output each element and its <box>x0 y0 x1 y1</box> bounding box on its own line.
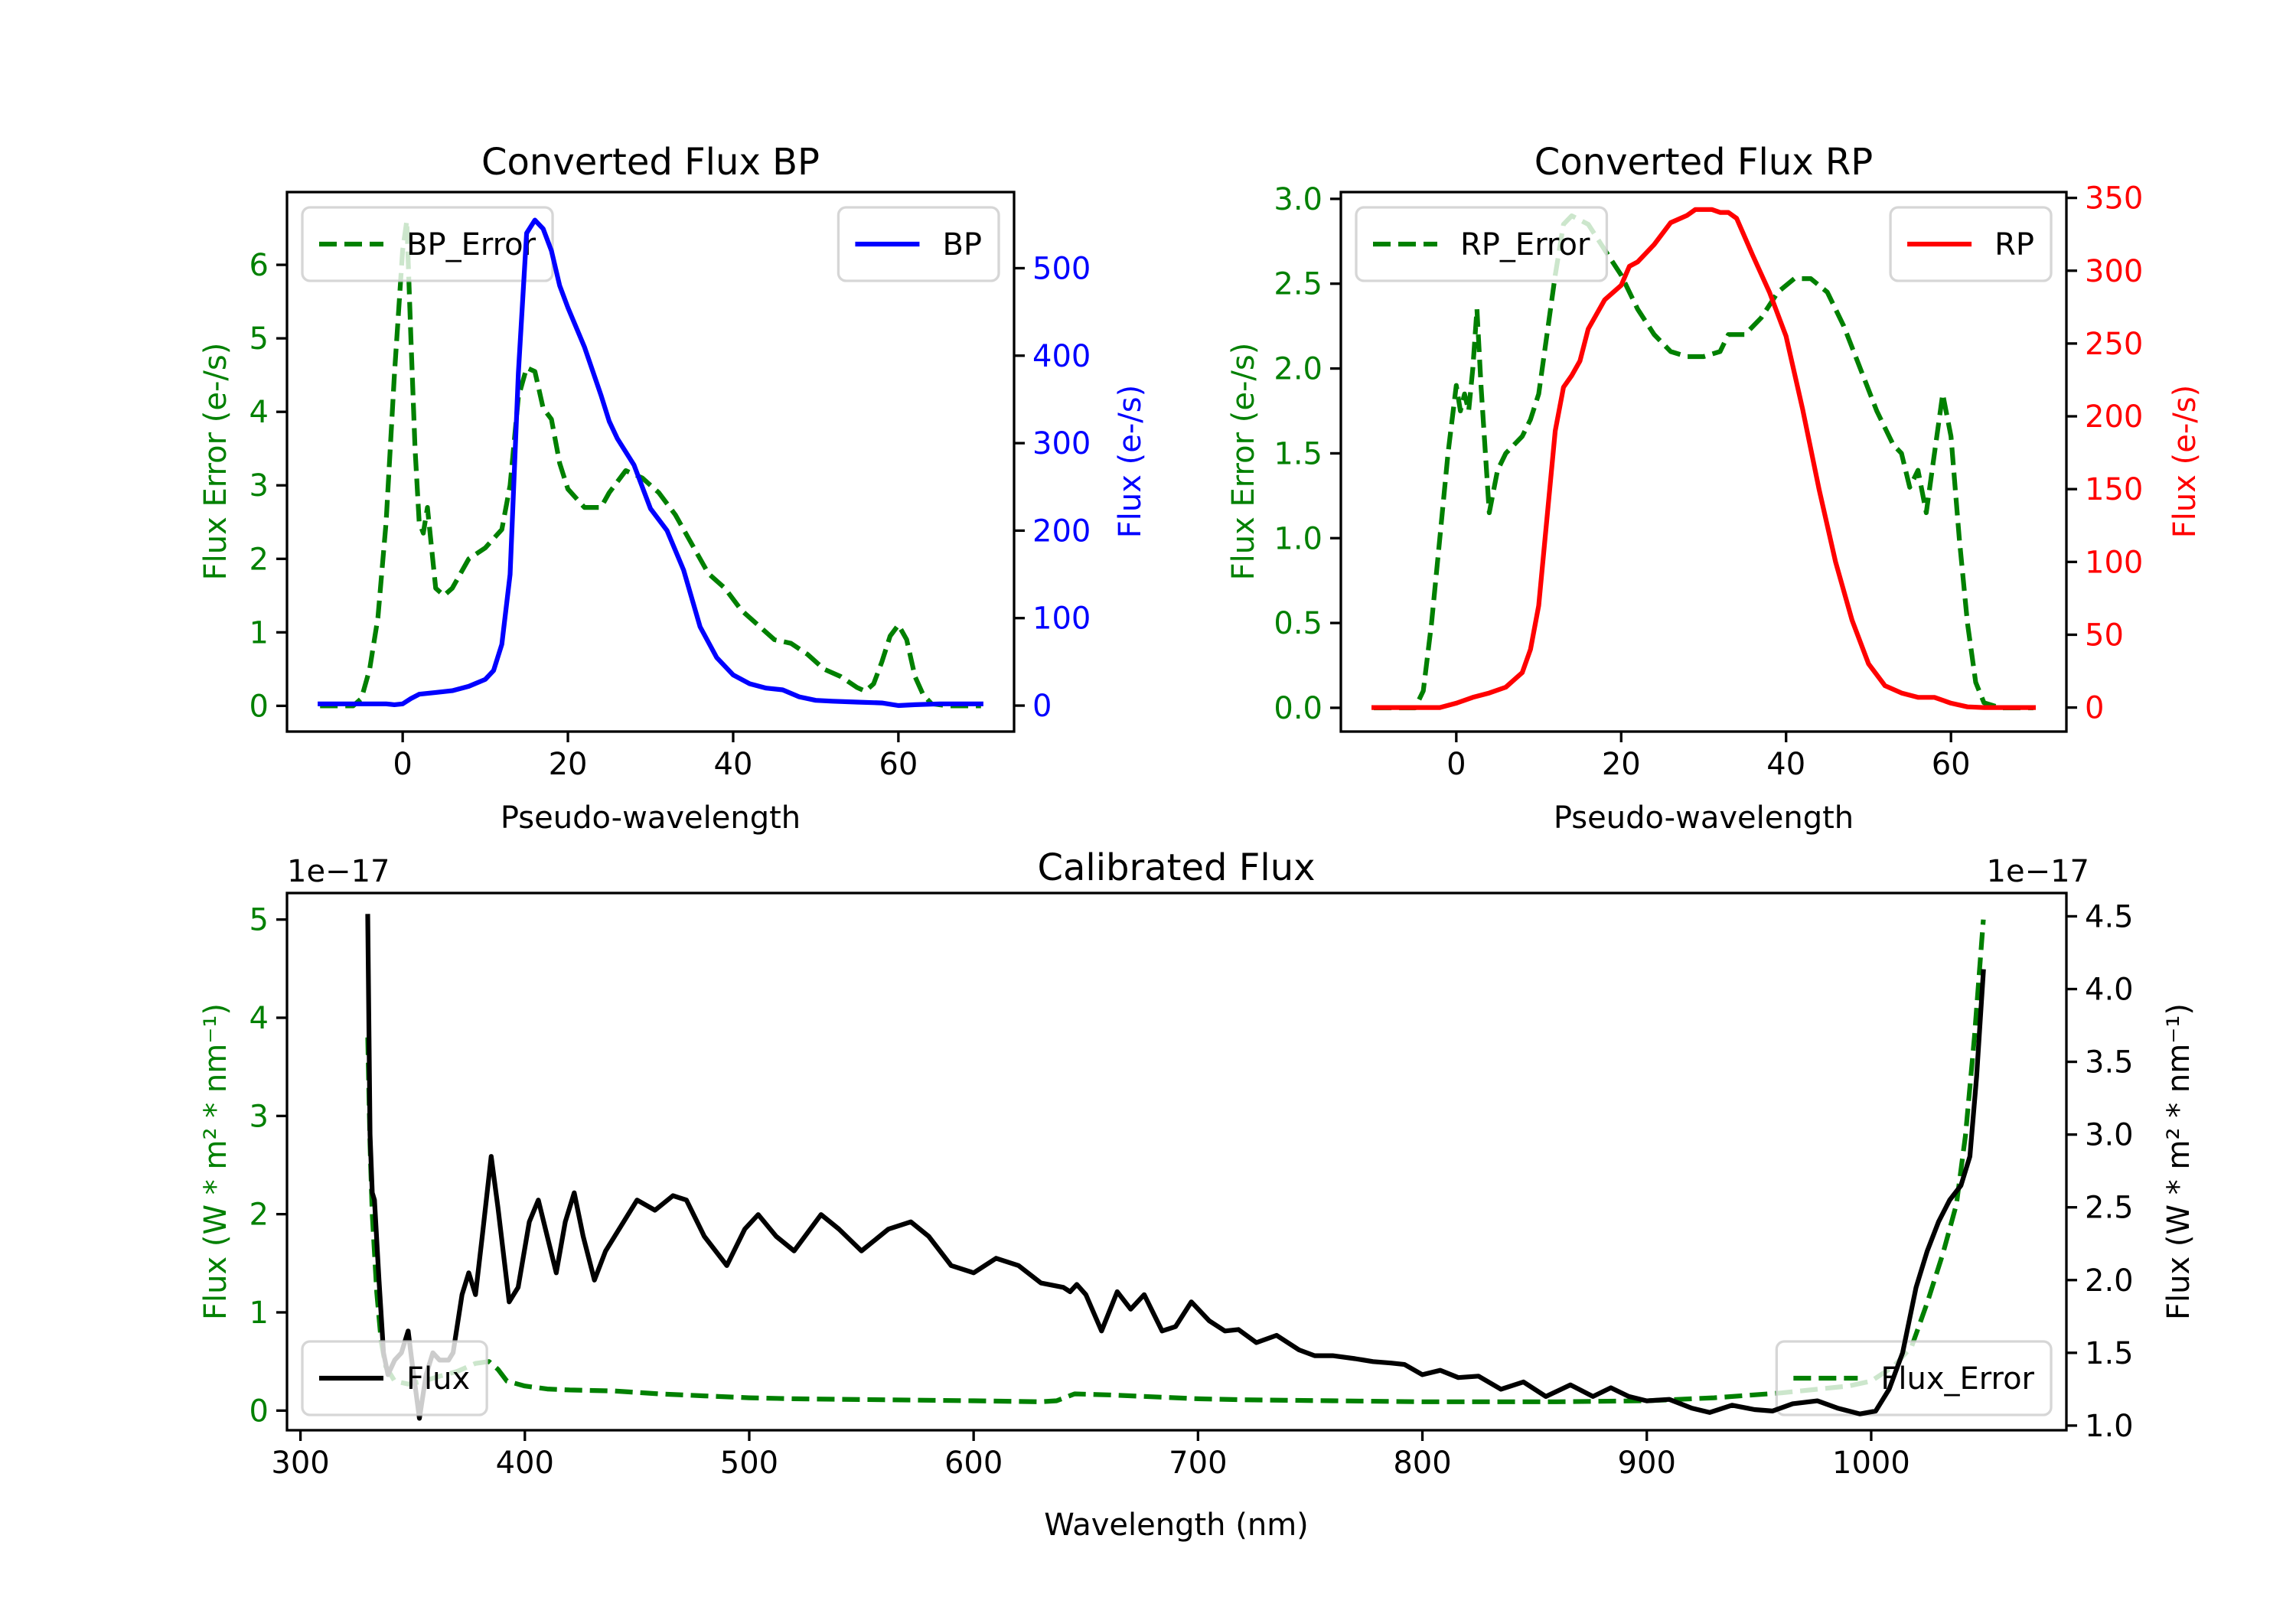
calibrated-x-axis-label: Wavelength (nm) <box>1044 1508 1309 1543</box>
rp-x-tick-label: 0 <box>1446 747 1466 782</box>
legend-label: BP_Error <box>406 227 536 262</box>
bp-x-tick-label: 60 <box>879 747 918 782</box>
calibrated-left-y-tick-label: 4 <box>249 1001 269 1036</box>
legend-label: Flux_Error <box>1880 1361 2034 1397</box>
calibrated-x-tick-label: 700 <box>1169 1446 1227 1481</box>
calibrated-chart-panel: Calibrated Flux Wavelength (nm) Flux (W … <box>198 846 2197 1543</box>
bp-x-axis-label: Pseudo-wavelength <box>501 800 801 836</box>
rp-axes-frame <box>1339 191 2068 733</box>
bp-left-y-tick-label: 0 <box>249 689 269 724</box>
rp-left-y-tick-label: 3.0 <box>1274 182 1322 217</box>
rp-right-y-tick-label: 0 <box>2085 691 2104 726</box>
bp-x-tick-label: 0 <box>393 747 412 782</box>
bp-legend-bp-error: BP_Error <box>301 206 554 282</box>
bp-left-y-tick-label: 1 <box>249 615 269 650</box>
rp-x-tick-label: 20 <box>1602 747 1641 782</box>
rp-x-tick-label: 60 <box>1932 747 1971 782</box>
legend-frame <box>1355 206 1609 282</box>
calibrated-legend-flux: Flux <box>301 1340 488 1416</box>
calibrated-left-y-tick-label: 0 <box>249 1393 269 1429</box>
bp-right-y-tick-label: 0 <box>1032 689 1052 724</box>
calibrated-right-offset-text: 1e−17 <box>1987 854 2089 889</box>
rp-left-y-tick-label: 1.5 <box>1274 436 1322 471</box>
rp-left-y-tick-label: 0.0 <box>1274 691 1322 726</box>
bp-left-y-tick-label: 5 <box>249 321 269 357</box>
bp-right-y-tick-label: 400 <box>1032 339 1091 374</box>
calibrated-left-y-tick-label: 2 <box>249 1198 269 1233</box>
calibrated-left-y-tick-label: 3 <box>249 1099 269 1134</box>
calibrated-left-y-tick-label: 1 <box>249 1296 269 1331</box>
calibrated-right-y-tick-label: 3.0 <box>2085 1118 2134 1153</box>
bp-left-y-axis-label: Flux Error (e-/s) <box>198 343 233 581</box>
rp-left-y-axis-label: Flux Error (e-/s) <box>1226 343 1261 581</box>
calibrated-right-y-tick-label: 4.5 <box>2085 899 2134 934</box>
rp-right-y-tick-label: 150 <box>2085 472 2143 507</box>
calibrated-legend-flux-error: Flux_Error <box>1775 1340 2053 1416</box>
calibrated-right-y-tick-label: 1.0 <box>2085 1409 2134 1444</box>
legend-frame <box>1775 1340 2053 1416</box>
calibrated-right-y-tick-label: 1.5 <box>2085 1336 2134 1371</box>
calibrated-x-tick-label: 1000 <box>1832 1446 1910 1481</box>
rp-right-y-axis-label: Flux (e-/s) <box>2167 385 2203 538</box>
bp-chart-panel: Converted Flux BP Pseudo-wavelength Flux… <box>198 141 1148 836</box>
calibrated-left-y-tick-label: 5 <box>249 903 269 938</box>
bp-series-bp-line <box>318 217 983 709</box>
bp-legend-bp: BP <box>837 206 1000 282</box>
calibrated-x-tick-label: 600 <box>944 1446 1003 1481</box>
rp-left-y-tick-label: 0.5 <box>1274 606 1322 641</box>
bp-x-tick-label: 20 <box>549 747 588 782</box>
calibrated-series-flux-line <box>365 914 1986 1421</box>
rp-left-y-tick-label: 1.0 <box>1274 521 1322 556</box>
rp-right-y-tick-label: 350 <box>2085 181 2143 217</box>
rp-left-y-tick-label: 2.5 <box>1274 267 1322 302</box>
rp-series-rp-line <box>1371 207 2036 710</box>
rp-chart-title: Converted Flux RP <box>1534 141 1873 184</box>
rp-x-tick-label: 40 <box>1766 747 1805 782</box>
rp-left-y-tick-label: 2.0 <box>1274 352 1322 387</box>
calibrated-x-tick-label: 900 <box>1618 1446 1676 1481</box>
rp-right-y-tick-label: 100 <box>2085 545 2143 580</box>
bp-chart-title: Converted Flux BP <box>481 141 820 184</box>
bp-left-y-tick-label: 3 <box>249 468 269 504</box>
calibrated-chart-title: Calibrated Flux <box>1037 846 1315 889</box>
calibrated-right-y-tick-label: 2.0 <box>2085 1263 2134 1299</box>
calibrated-right-y-tick-label: 2.5 <box>2085 1191 2134 1226</box>
calibrated-right-y-tick-label: 3.5 <box>2085 1045 2134 1081</box>
legend-label: BP <box>942 227 982 262</box>
legend-frame <box>301 206 554 282</box>
calibrated-x-tick-label: 400 <box>496 1446 554 1481</box>
rp-right-y-tick-label: 300 <box>2085 254 2143 289</box>
bp-x-tick-label: 40 <box>714 747 753 782</box>
bp-right-y-tick-label: 300 <box>1032 426 1091 461</box>
rp-chart-panel: Converted Flux RP Pseudo-wavelength Flux… <box>1226 141 2203 836</box>
rp-legend-rp: RP <box>1889 206 2053 282</box>
bp-left-y-tick-label: 6 <box>249 248 269 283</box>
bp-left-y-tick-label: 2 <box>249 542 269 577</box>
rp-x-axis-label: Pseudo-wavelength <box>1554 800 1854 836</box>
bp-right-y-axis-label: Flux (e-/s) <box>1113 385 1148 538</box>
calibrated-right-y-tick-label: 4.0 <box>2085 972 2134 1007</box>
bp-right-y-tick-label: 200 <box>1032 513 1091 549</box>
bp-axes-frame <box>285 191 1016 733</box>
rp-series-rp-error-line <box>1374 213 2033 711</box>
legend-frame <box>301 1340 488 1416</box>
calibrated-axes-frame <box>285 892 2068 1432</box>
bp-right-y-tick-label: 100 <box>1032 601 1091 637</box>
calibrated-x-tick-label: 500 <box>720 1446 778 1481</box>
legend-label: RP <box>1994 227 2034 262</box>
rp-right-y-tick-label: 50 <box>2085 618 2124 653</box>
rp-legend-rp-error: RP_Error <box>1355 206 1609 282</box>
calibrated-x-tick-label: 800 <box>1393 1446 1451 1481</box>
legend-label: Flux <box>406 1361 470 1397</box>
calibrated-left-offset-text: 1e−17 <box>287 854 390 889</box>
calibrated-x-tick-label: 300 <box>271 1446 329 1481</box>
bp-right-y-tick-label: 500 <box>1032 251 1091 286</box>
rp-right-y-tick-label: 200 <box>2085 399 2143 435</box>
bp-left-y-tick-label: 4 <box>249 395 269 430</box>
legend-label: RP_Error <box>1460 227 1590 262</box>
rp-right-y-tick-label: 250 <box>2085 327 2143 362</box>
calibrated-left-y-axis-label: Flux (W * m² * nm⁻¹) <box>198 1003 233 1320</box>
calibrated-right-y-axis-label: Flux (W * m² * nm⁻¹) <box>2161 1003 2197 1320</box>
